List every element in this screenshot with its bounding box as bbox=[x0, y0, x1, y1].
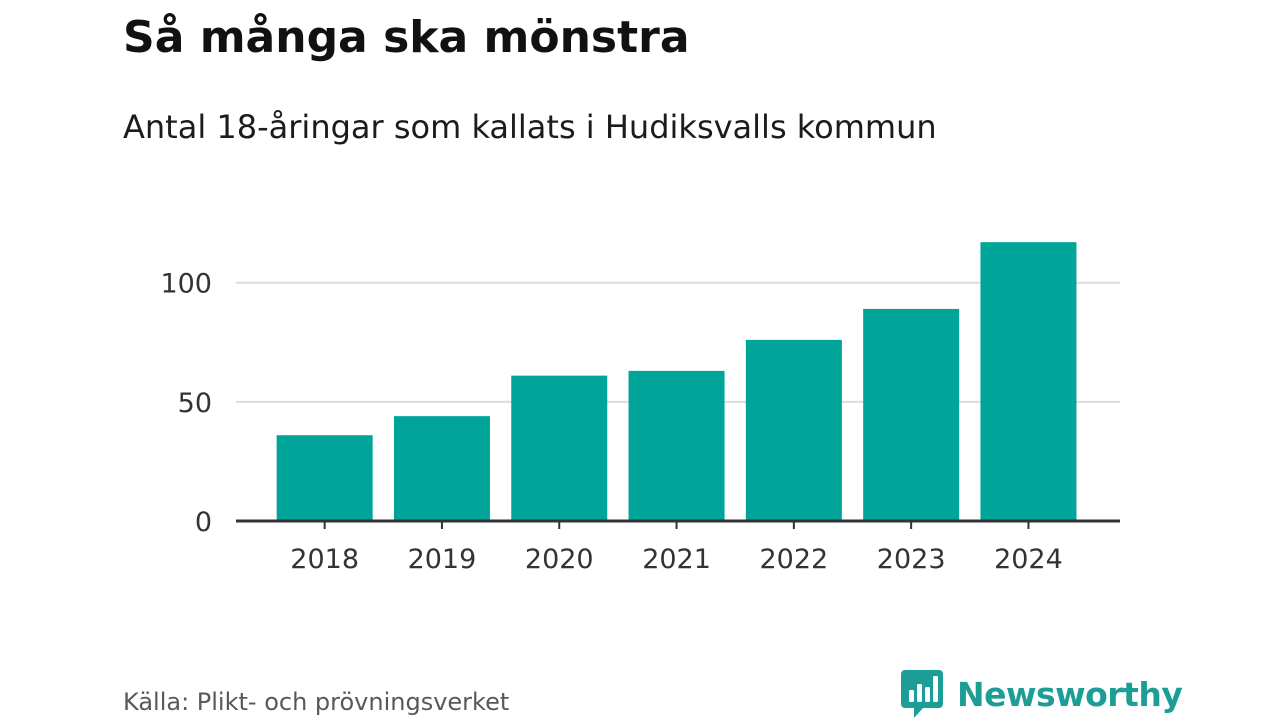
bar-2019 bbox=[393, 416, 490, 521]
bar-2020 bbox=[511, 375, 608, 521]
chart-title: Så många ska mönstra bbox=[123, 12, 690, 63]
source-note: Källa: Plikt- och prövningsverket bbox=[123, 688, 510, 716]
y-tick-label: 0 bbox=[195, 507, 212, 538]
x-axis-ticks bbox=[323, 521, 1030, 529]
y-axis-tick-labels: 0 50 100 bbox=[160, 269, 212, 538]
bar-chart-speech-bubble-icon bbox=[901, 670, 943, 718]
brand-logo[interactable]: Newsworthy bbox=[901, 668, 1183, 720]
x-tick-label: 2023 bbox=[877, 544, 946, 575]
x-tick-label: 2019 bbox=[408, 544, 477, 575]
y-tick-label: 100 bbox=[160, 269, 212, 300]
x-axis-tick-labels: 2018 2019 2020 2021 2022 2023 2024 bbox=[290, 544, 1063, 575]
bar-2023 bbox=[863, 308, 960, 521]
x-tick-label: 2024 bbox=[994, 544, 1063, 575]
x-tick-label: 2018 bbox=[290, 544, 359, 575]
brand-name: Newsworthy bbox=[957, 674, 1183, 714]
x-tick-label: 2020 bbox=[525, 544, 594, 575]
x-tick-label: 2022 bbox=[759, 544, 828, 575]
bar-chart: 0 50 100 2018 2019 2020 2021 2022 2023 2024 bbox=[160, 242, 1120, 575]
bar-2021 bbox=[628, 370, 725, 521]
bars bbox=[276, 242, 1077, 521]
x-tick-label: 2021 bbox=[642, 544, 711, 575]
y-tick-label: 50 bbox=[178, 388, 212, 419]
bar-2024 bbox=[980, 242, 1077, 521]
bar-2018 bbox=[276, 435, 373, 521]
chart-subtitle: Antal 18-åringar som kallats i Hudiksval… bbox=[123, 108, 937, 146]
bar-2022 bbox=[745, 339, 842, 521]
